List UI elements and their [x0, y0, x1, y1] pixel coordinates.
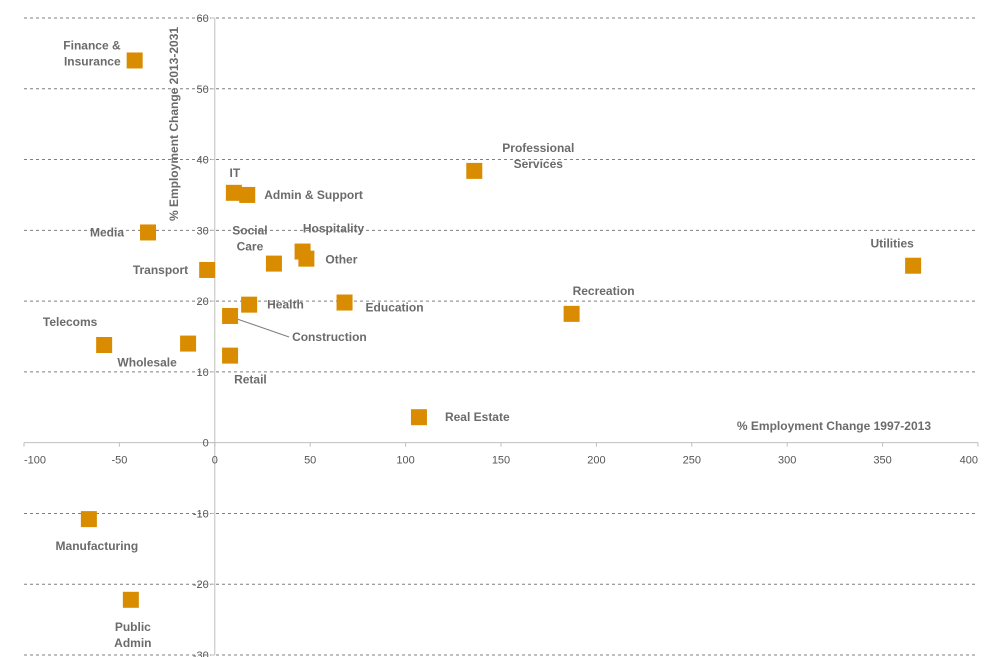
- point-label: Public Admin: [114, 620, 151, 650]
- data-point: [222, 347, 239, 364]
- point-labels: Finance & Insurance Professional Services IT…: [43, 38, 914, 649]
- point-label: Social Care: [232, 224, 267, 254]
- x-tick-label: 100: [396, 455, 414, 467]
- x-tick-label: 50: [304, 455, 316, 467]
- point-label: Admin & Support: [264, 188, 363, 202]
- leader-line: [236, 318, 290, 338]
- point-label: Professional Services: [502, 141, 574, 171]
- data-point: [222, 307, 239, 324]
- y-axis-title: % Employment Change 2013-2031: [167, 27, 181, 221]
- data-point: [241, 296, 258, 313]
- x-tick-label: 250: [683, 455, 701, 467]
- point-label: IT: [230, 166, 241, 180]
- y-tick-label: 20: [197, 296, 209, 308]
- point-label: Manufacturing: [56, 539, 139, 553]
- tick-labels: -100 -50 0 50 100 150 200 250 300 350 400-30-20-10…: [24, 13, 978, 657]
- x-tick-label: 350: [873, 455, 891, 467]
- point-label: Construction: [292, 330, 367, 344]
- data-point: [563, 305, 580, 322]
- x-tick-label: 150: [492, 455, 510, 467]
- y-tick-label: -30: [193, 650, 209, 657]
- y-tick-label: 30: [197, 225, 209, 237]
- data-point: [298, 250, 315, 267]
- data-point: [265, 255, 282, 272]
- point-label: Other: [325, 253, 357, 267]
- point-label: Utilities: [870, 237, 914, 251]
- data-point: [336, 294, 353, 311]
- data-point: [140, 224, 157, 241]
- x-tick-label: -50: [111, 455, 127, 467]
- x-axis-title: % Employment Change 1997-2013: [737, 419, 931, 433]
- point-label: Recreation: [573, 284, 635, 298]
- data-point: [466, 162, 483, 179]
- point-label: Telecoms: [43, 315, 98, 329]
- x-tick-label: -100: [24, 455, 46, 467]
- point-label: Media: [90, 225, 124, 239]
- y-tick-label: 40: [197, 155, 209, 167]
- point-label: Real Estate: [445, 410, 510, 424]
- data-point: [96, 336, 113, 353]
- x-tick-label: 300: [778, 455, 796, 467]
- point-label: Hospitality: [303, 222, 365, 236]
- data-point: [199, 261, 216, 278]
- point-label: Education: [366, 301, 424, 315]
- data-point: [905, 257, 922, 274]
- y-tick-label: -10: [193, 508, 209, 520]
- data-point: [225, 184, 242, 201]
- point-label: Retail: [234, 373, 267, 387]
- y-tick-label: 60: [197, 13, 209, 25]
- y-tick-label: 0: [203, 438, 209, 450]
- y-tick-label: 10: [197, 367, 209, 379]
- point-label: Transport: [133, 263, 188, 277]
- x-tick-label: 400: [960, 455, 978, 467]
- data-point: [126, 52, 143, 69]
- data-point: [410, 409, 427, 426]
- data-points: [80, 52, 922, 608]
- data-point: [80, 511, 97, 528]
- point-label: Wholesale: [117, 356, 177, 370]
- y-tick-label: 50: [197, 84, 209, 96]
- data-point: [122, 591, 139, 608]
- leader-lines: [236, 318, 290, 338]
- axes: [23, 17, 979, 656]
- x-tick-label: 0: [212, 455, 218, 467]
- y-tick-label: -20: [193, 579, 209, 591]
- x-tick-label: 200: [587, 455, 605, 467]
- point-label: Finance & Insurance: [63, 38, 121, 68]
- data-point: [180, 335, 197, 352]
- data-point: [239, 186, 256, 203]
- point-label: Health: [267, 298, 304, 312]
